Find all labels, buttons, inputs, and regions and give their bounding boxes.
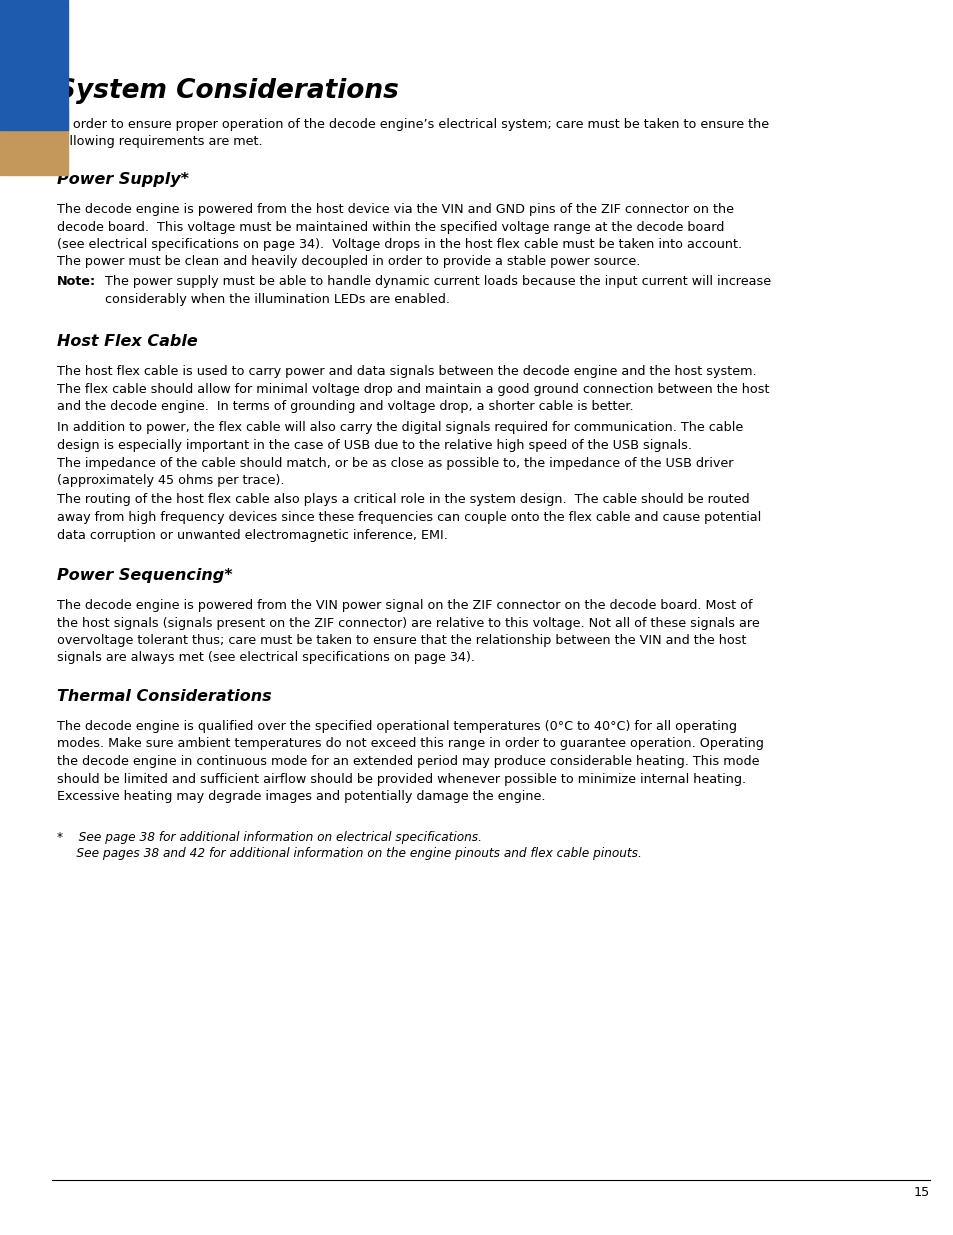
Bar [0,0,68,130]
Text: Note:: Note: [57,275,96,288]
Text: 15: 15 [913,1186,929,1199]
Text: Host Flex Cable: Host Flex Cable [57,333,197,350]
Text: The host flex cable is used to carry power and data signals between the decode e: The host flex cable is used to carry pow… [57,366,769,412]
Text: Power Supply*: Power Supply* [57,172,189,186]
Text: *    See page 38 for additional information on electrical specifications.: * See page 38 for additional information… [57,830,481,844]
Text: The power supply must be able to handle dynamic current loads because the input : The power supply must be able to handle … [105,275,770,305]
Text: System Considerations: System Considerations [57,78,398,104]
Text: The decode engine is powered from the VIN power signal on the ZIF connector on t: The decode engine is powered from the VI… [57,599,759,664]
Text: In addition to power, the flex cable will also carry the digital signals require: In addition to power, the flex cable wil… [57,421,742,487]
Text: The decode engine is qualified over the specified operational temperatures (0°C : The decode engine is qualified over the … [57,720,763,803]
Text: The routing of the host flex cable also plays a critical role in the system desi: The routing of the host flex cable also … [57,494,760,541]
Text: See pages 38 and 42 for additional information on the engine pinouts and flex ca: See pages 38 and 42 for additional infor… [57,847,641,860]
Text: Thermal Considerations: Thermal Considerations [57,689,272,704]
Text: Power Sequencing*: Power Sequencing* [57,568,233,583]
Text: The decode engine is powered from the host device via the VIN and GND pins of th: The decode engine is powered from the ho… [57,203,741,268]
Text: In order to ensure proper operation of the decode engine’s electrical system; ca: In order to ensure proper operation of t… [57,119,768,148]
Bar [0,110,68,175]
